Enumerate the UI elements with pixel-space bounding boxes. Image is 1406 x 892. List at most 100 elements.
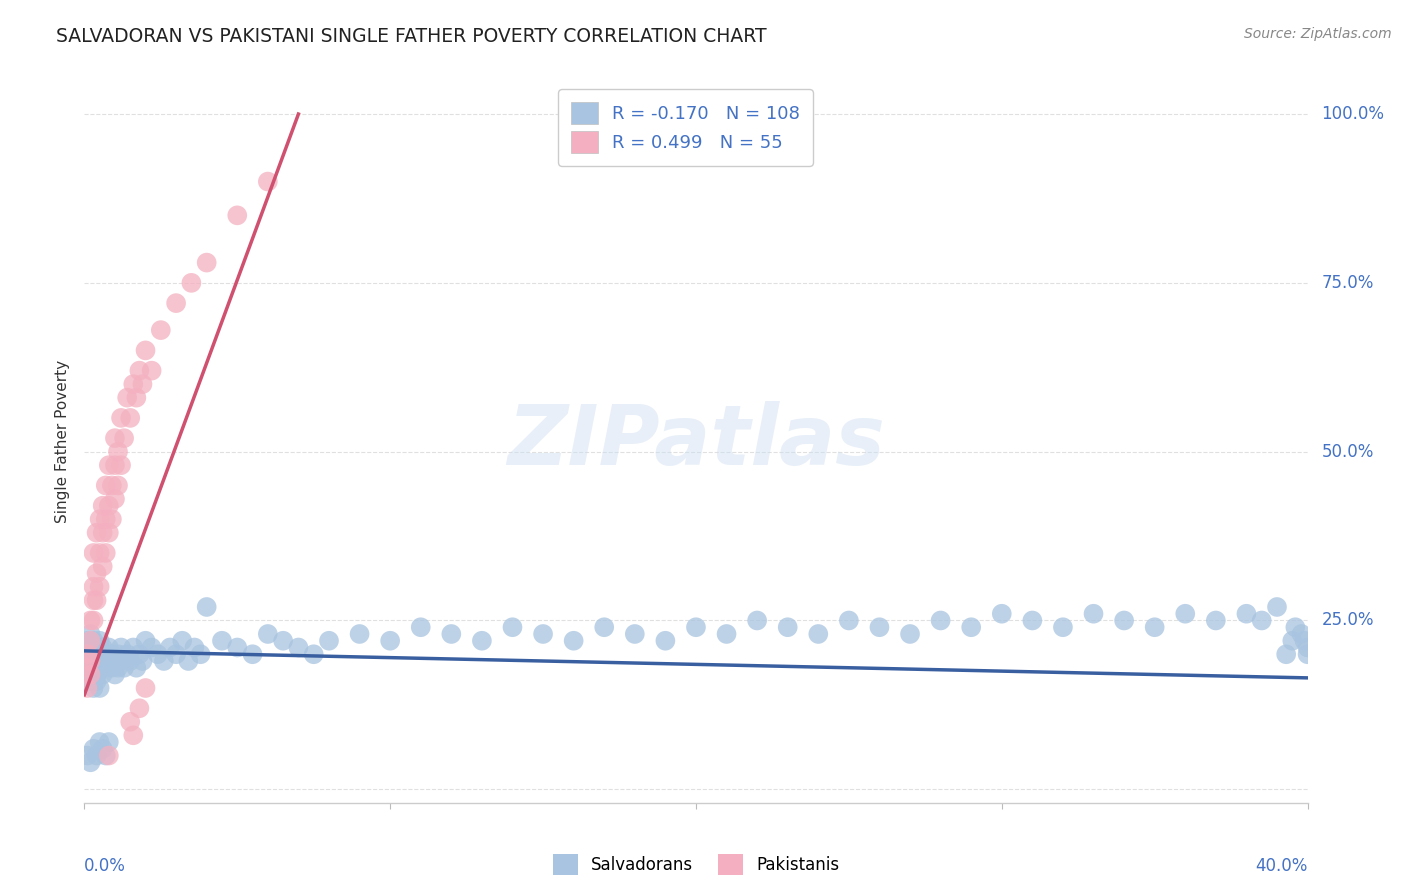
Point [94,546,117,560]
Point [172,633,194,648]
Point [97,640,120,655]
Point [128,647,150,661]
Point [79,667,101,681]
Point [211,633,233,648]
Text: 50.0%: 50.0% [1322,442,1374,460]
Point [190,647,212,661]
Point [107,478,129,492]
Point [1296,647,1319,661]
Point [94,748,117,763]
Point [94,512,117,526]
Point [76,661,98,675]
Text: 0.0%: 0.0% [84,857,127,875]
Point [89,647,111,661]
Text: 100.0%: 100.0% [1322,105,1385,123]
Point [1294,633,1316,648]
Point [76,674,98,689]
Point [531,627,554,641]
Point [89,546,111,560]
Point [86,654,108,668]
Point [76,647,98,661]
Point [502,620,524,634]
Point [89,681,111,695]
Point [112,661,135,675]
Point [898,627,921,641]
Point [104,667,127,681]
Point [195,599,218,614]
Point [86,640,108,655]
Point [122,640,145,655]
Point [1205,614,1227,628]
Point [79,667,101,681]
Point [97,735,120,749]
Point [76,681,98,695]
Point [83,681,105,695]
Point [562,633,585,648]
Point [120,714,142,729]
Point [97,458,120,472]
Text: Source: ZipAtlas.com: Source: ZipAtlas.com [1244,27,1392,41]
Point [86,593,108,607]
Point [86,525,108,540]
Text: SALVADORAN VS PAKISTANI SINGLE FATHER POVERTY CORRELATION CHART: SALVADORAN VS PAKISTANI SINGLE FATHER PO… [56,27,766,45]
Point [1174,607,1197,621]
Point [1114,614,1136,628]
Point [165,647,187,661]
Y-axis label: Single Father Poverty: Single Father Poverty [55,360,70,523]
Point [149,323,172,337]
Point [195,255,218,269]
Point [1083,607,1105,621]
Point [122,377,145,392]
Point [91,654,114,668]
Point [115,647,138,661]
Point [91,499,114,513]
Point [94,647,117,661]
Point [1143,620,1166,634]
Point [79,640,101,655]
Point [1052,620,1074,634]
Point [83,661,105,675]
Point [86,748,108,763]
Point [76,661,98,675]
Point [747,614,769,628]
Point [101,512,124,526]
Point [115,391,138,405]
Point [91,741,114,756]
Point [104,431,127,445]
Point [183,640,205,655]
Point [97,748,120,763]
Point [94,661,117,675]
Point [125,661,148,675]
Point [177,654,200,668]
Point [776,620,799,634]
Point [79,627,101,641]
Point [79,756,101,770]
Point [960,620,983,634]
Point [128,701,150,715]
Point [101,661,124,675]
Point [929,614,952,628]
Point [110,654,132,668]
Text: 40.0%: 40.0% [1256,857,1308,875]
Point [120,411,142,425]
Point [83,546,105,560]
Point [83,593,105,607]
Point [257,627,280,641]
Point [101,478,124,492]
Point [135,681,157,695]
Point [146,647,169,661]
Point [131,654,153,668]
Point [89,633,111,648]
Point [91,640,114,655]
Point [287,640,309,655]
Point [107,647,129,661]
Point [107,444,129,458]
Point [380,633,402,648]
Point [807,627,830,641]
Point [97,525,120,540]
Point [122,728,145,742]
Point [226,208,249,222]
Point [83,580,105,594]
Point [79,633,101,648]
Text: ZIPatlas: ZIPatlas [508,401,884,482]
